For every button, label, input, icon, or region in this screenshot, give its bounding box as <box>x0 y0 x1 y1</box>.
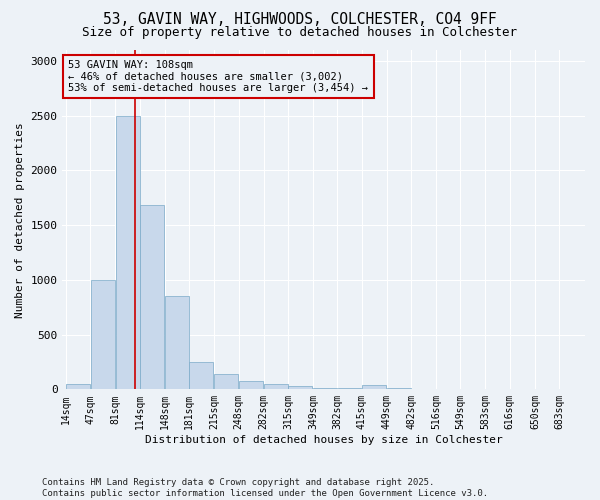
Bar <box>485 389 509 390</box>
Text: 53, GAVIN WAY, HIGHWOODS, COLCHESTER, CO4 9FF: 53, GAVIN WAY, HIGHWOODS, COLCHESTER, CO… <box>103 12 497 28</box>
Bar <box>66 384 90 390</box>
Bar <box>436 389 460 390</box>
Bar <box>116 116 140 390</box>
Bar <box>362 385 386 390</box>
Bar <box>190 362 214 390</box>
Bar <box>387 388 411 390</box>
Bar <box>510 389 534 390</box>
Text: Size of property relative to detached houses in Colchester: Size of property relative to detached ho… <box>83 26 517 39</box>
Text: Contains HM Land Registry data © Crown copyright and database right 2025.
Contai: Contains HM Land Registry data © Crown c… <box>42 478 488 498</box>
Bar <box>411 389 435 390</box>
Bar <box>214 374 238 390</box>
Y-axis label: Number of detached properties: Number of detached properties <box>15 122 25 318</box>
Bar <box>140 206 164 390</box>
Bar <box>239 381 263 390</box>
X-axis label: Distribution of detached houses by size in Colchester: Distribution of detached houses by size … <box>145 435 503 445</box>
Bar <box>91 280 115 390</box>
Bar <box>338 388 361 390</box>
Bar <box>535 389 559 390</box>
Bar <box>313 388 337 390</box>
Bar <box>264 384 288 390</box>
Bar <box>165 296 189 390</box>
Bar <box>461 389 485 390</box>
Bar <box>288 386 312 390</box>
Text: 53 GAVIN WAY: 108sqm
← 46% of detached houses are smaller (3,002)
53% of semi-de: 53 GAVIN WAY: 108sqm ← 46% of detached h… <box>68 60 368 93</box>
